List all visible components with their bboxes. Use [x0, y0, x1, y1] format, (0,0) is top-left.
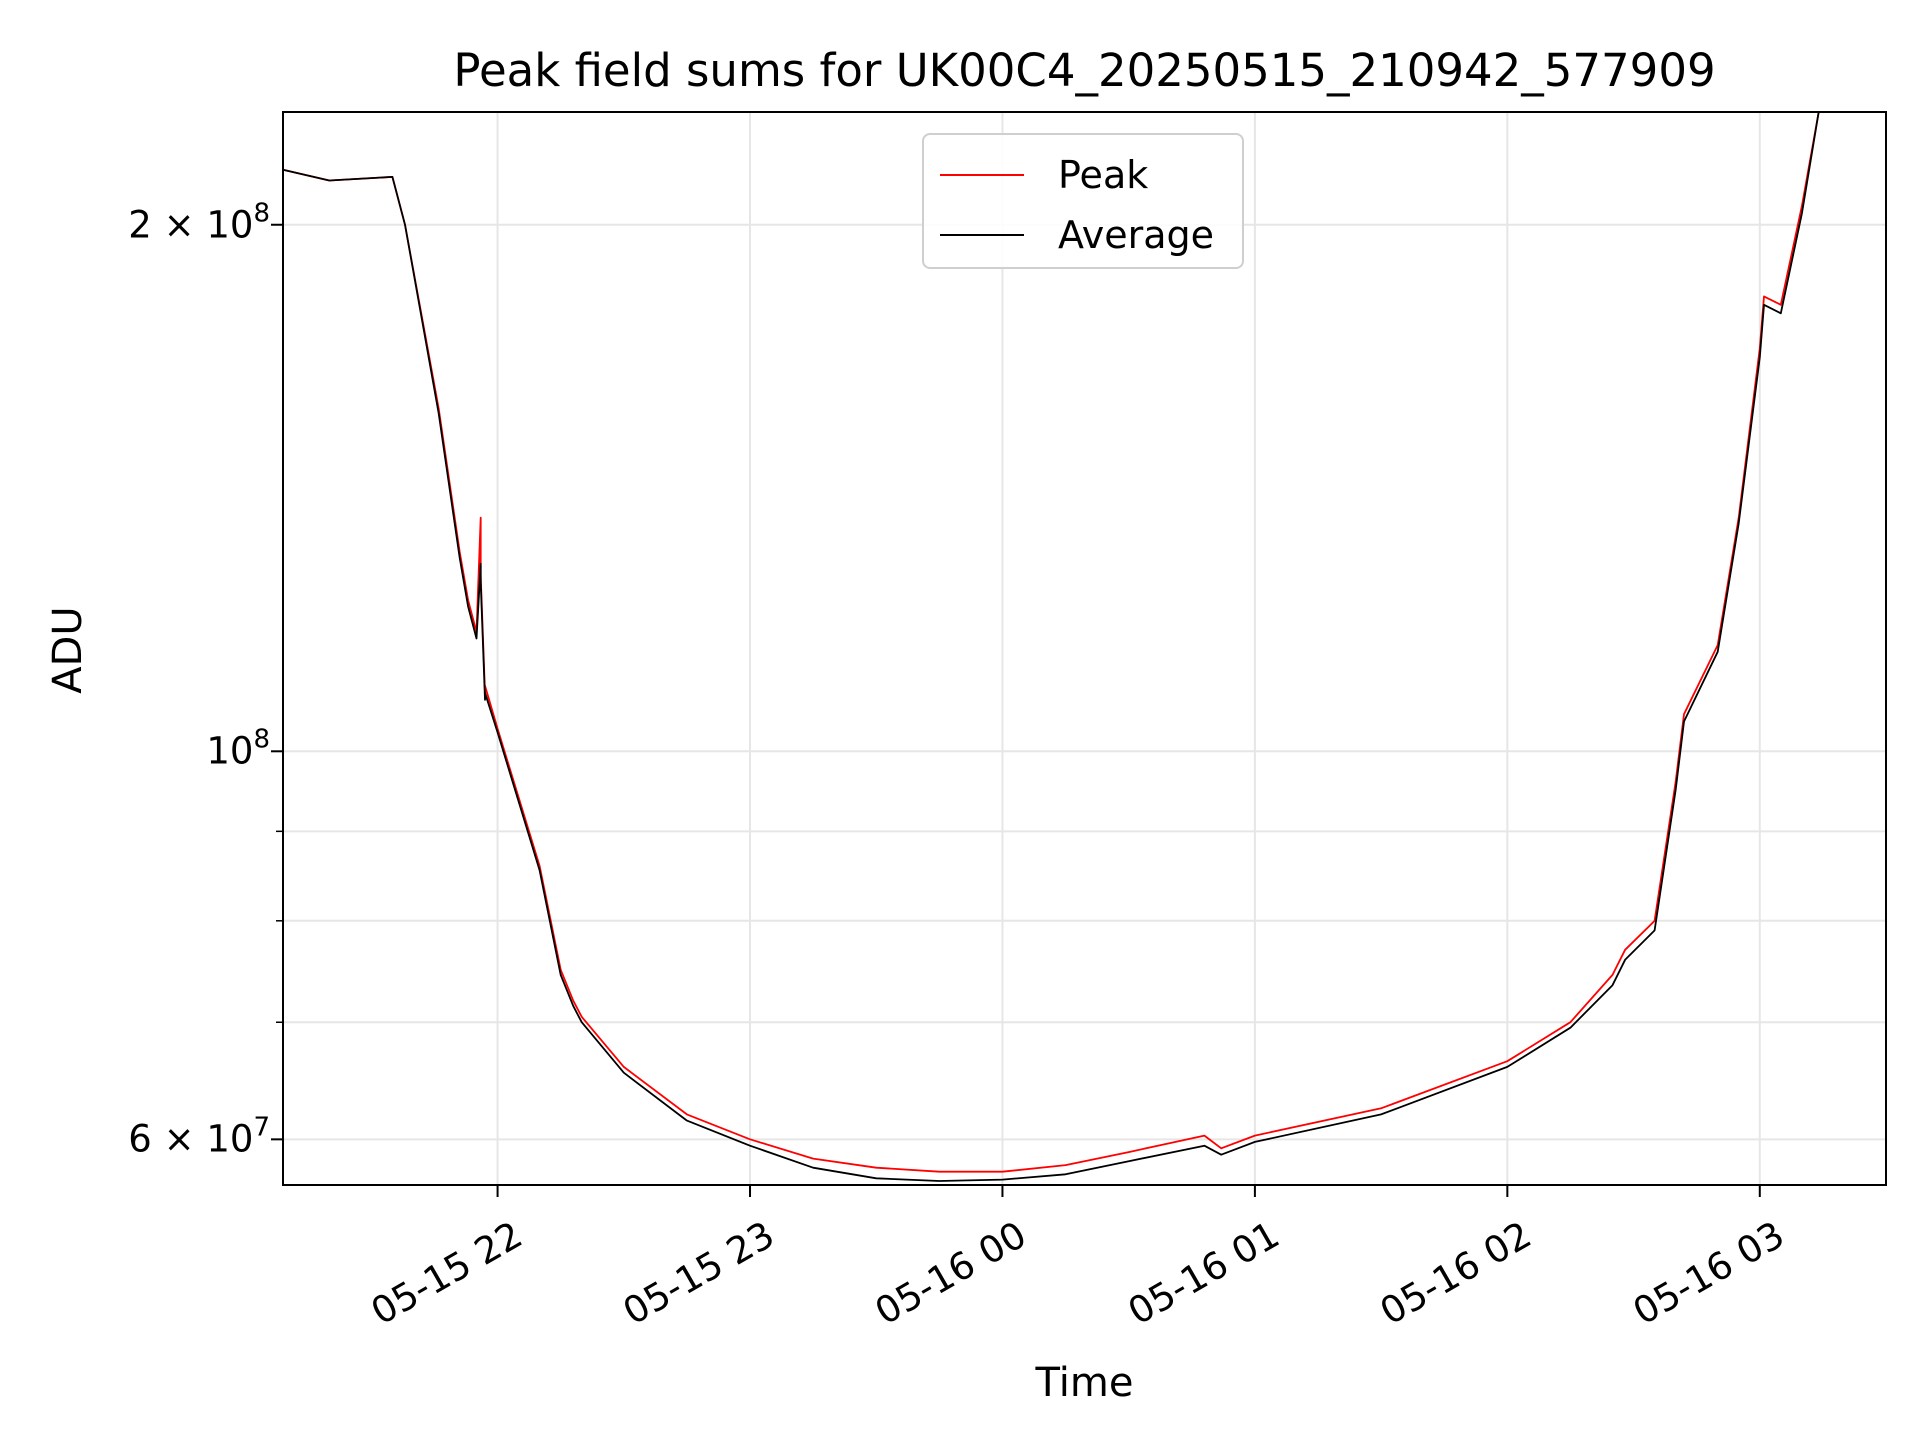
- x-axis-label: Time: [1035, 1360, 1134, 1406]
- y-tick-label: 6 × 107: [128, 1112, 270, 1161]
- legend: Peak Average: [922, 133, 1244, 269]
- series-line-peak: [282, 111, 1820, 1173]
- legend-label-peak: Peak: [1058, 153, 1149, 197]
- plot-border: [282, 111, 1887, 1186]
- legend-item-average: Average: [940, 213, 1214, 257]
- chart-title: Peak field sums for UK00C4_20250515_2109…: [453, 44, 1716, 97]
- series-line-average: [282, 111, 1820, 1182]
- legend-label-average: Average: [1058, 213, 1215, 257]
- y-tick-label: 2 × 108: [128, 198, 270, 247]
- plot-frame: [271, 111, 1887, 1197]
- grid-lines: [283, 112, 1886, 1185]
- y-tick-label: 108: [206, 724, 270, 773]
- legend-item-peak: Peak: [940, 153, 1148, 197]
- legend-swatch-peak: [940, 174, 1024, 176]
- y-axis-label: ADU: [45, 606, 91, 694]
- legend-swatch-average: [940, 234, 1024, 236]
- series-layer: [282, 111, 1820, 1182]
